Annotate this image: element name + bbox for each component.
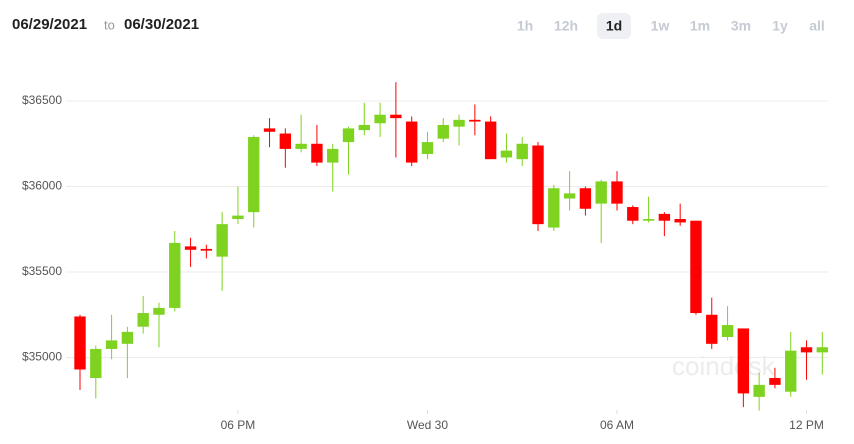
candle-body xyxy=(216,224,228,257)
candle-body xyxy=(358,124,370,131)
candle-body xyxy=(169,242,181,308)
candle-body xyxy=(516,143,528,160)
y-tick-label: $35500 xyxy=(22,264,62,278)
candle-body xyxy=(232,215,244,220)
candle-body xyxy=(263,128,276,132)
watermark: coindesk xyxy=(672,351,776,381)
candle-body xyxy=(484,121,497,160)
x-tick-label: 06 PM xyxy=(221,418,256,432)
candle-body xyxy=(121,331,134,344)
y-tick-label: $36000 xyxy=(22,179,62,193)
range-button[interactable]: 3m xyxy=(731,18,751,34)
x-tick-label: 06 AM xyxy=(600,418,634,432)
candle-body xyxy=(642,219,655,221)
candle-body xyxy=(595,181,607,204)
candle-body xyxy=(184,246,197,250)
candle-body xyxy=(279,133,292,149)
date-to: 06/30/2021 xyxy=(124,16,199,33)
date-to-word: to xyxy=(104,17,115,32)
candle-body xyxy=(674,219,686,223)
range-button[interactable]: 1m xyxy=(690,18,710,34)
candle-body xyxy=(327,148,339,163)
candle-body xyxy=(579,188,592,209)
range-button[interactable]: 1y xyxy=(772,18,788,34)
candle-body xyxy=(658,213,671,221)
range-button[interactable]: 1w xyxy=(651,18,670,34)
date-from: 06/29/2021 xyxy=(12,16,87,33)
y-tick-label: $35000 xyxy=(22,350,62,364)
range-selector: 1h 12h 1d 1w 1m 3m 1y all xyxy=(517,13,825,39)
candle-body xyxy=(295,143,307,149)
candle-body xyxy=(421,142,434,155)
candle-body xyxy=(342,128,355,143)
candle-body xyxy=(721,325,734,337)
candle-body xyxy=(737,328,750,394)
candle-body xyxy=(800,347,813,353)
range-button[interactable]: 12h xyxy=(554,18,578,34)
candle-body xyxy=(248,136,260,213)
range-button[interactable]: 1h xyxy=(517,18,533,34)
candle-body xyxy=(769,378,781,385)
candle-body xyxy=(500,150,513,158)
candle-body xyxy=(437,124,449,139)
candle-body xyxy=(706,314,718,344)
candle-body xyxy=(74,316,86,370)
candle-body xyxy=(563,193,576,199)
candle-body xyxy=(690,220,702,314)
candle-body xyxy=(90,348,102,379)
candle-body xyxy=(611,181,623,204)
candle-body xyxy=(627,207,639,221)
range-button[interactable]: 1d xyxy=(606,18,622,34)
candle-body xyxy=(753,384,765,397)
range-button[interactable]: all xyxy=(809,18,825,34)
x-tick-label: Wed 30 xyxy=(407,418,448,432)
candle-body xyxy=(548,188,560,228)
candle-body xyxy=(311,143,323,163)
candle-body xyxy=(105,340,118,349)
candle-body xyxy=(200,248,213,251)
candle-body xyxy=(785,350,797,392)
candle-body xyxy=(137,313,149,327)
y-tick-label: $36500 xyxy=(22,93,62,107)
candle-body xyxy=(153,307,165,315)
candle-body xyxy=(532,145,544,225)
range-active-bg xyxy=(597,13,631,39)
candle-body xyxy=(390,114,402,119)
candle-body xyxy=(469,119,481,122)
candle-body xyxy=(405,121,418,163)
chart: $35000 $35500 $36000 $36500 06 PM Wed 30 06 AM… xyxy=(22,82,828,432)
x-tick-label: 12 PM xyxy=(789,418,824,432)
candle-body xyxy=(816,347,828,353)
candle-body xyxy=(374,114,386,124)
candle-body xyxy=(453,119,465,127)
